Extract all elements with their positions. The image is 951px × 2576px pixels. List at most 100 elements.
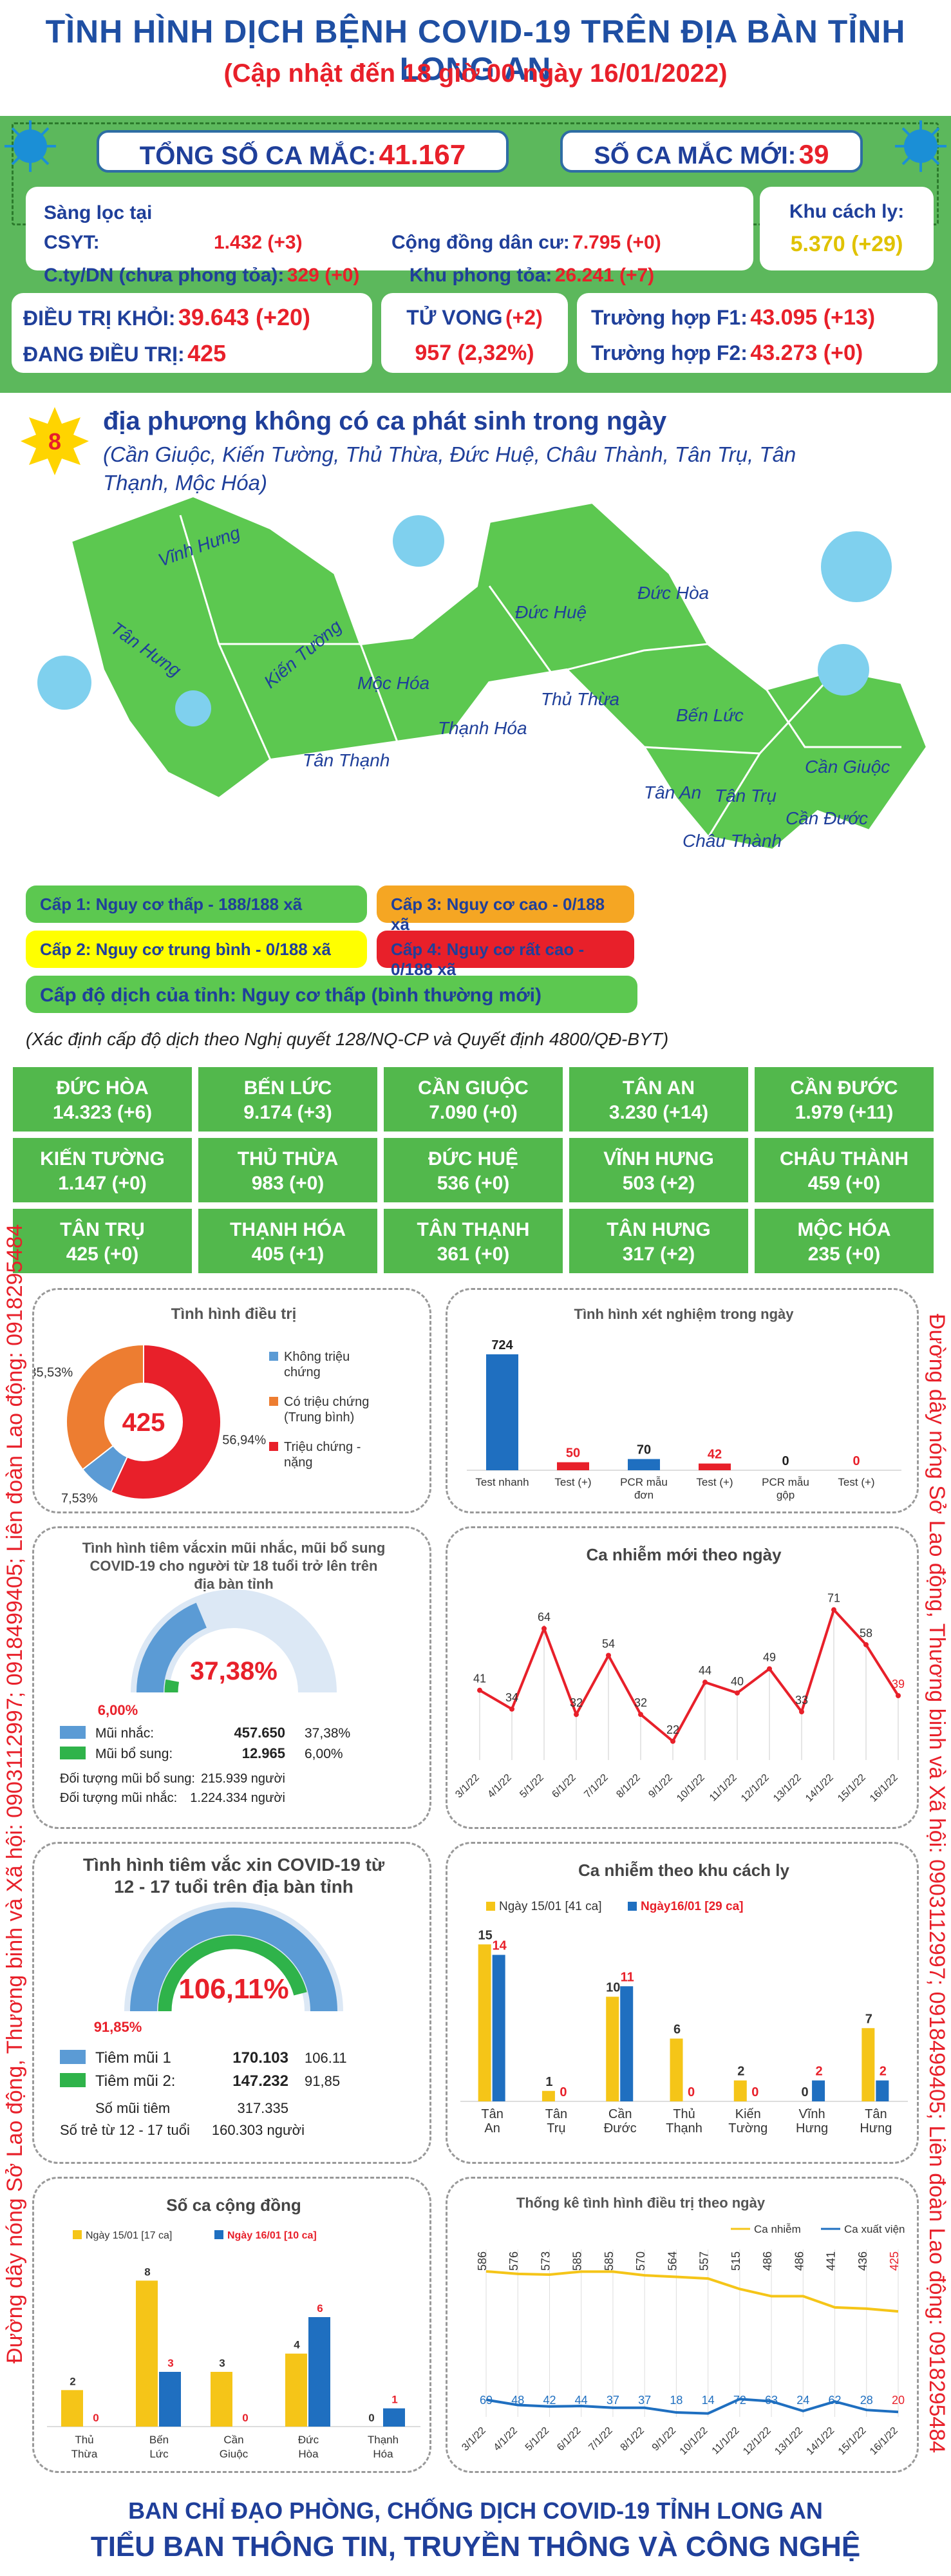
data-label: 22 xyxy=(666,1723,679,1736)
data-label: 0 xyxy=(242,2412,248,2424)
lockdown-value: 26.241 (+7) xyxy=(554,265,655,286)
legend-label: Ca xuất viện xyxy=(844,2223,905,2235)
source-box: Sàng lọc tại CSYT: 1.432 (+3) Cộng đồng dâ… xyxy=(26,187,753,286)
district-value: 14.323 (+6) xyxy=(52,1102,153,1123)
pie-slice xyxy=(66,1343,144,1471)
district-cell: CẦN GIUỘC 7.090 (+0) xyxy=(382,1066,564,1133)
tick-label: An xyxy=(484,2121,500,2136)
district-value: 1.147 (+0) xyxy=(58,1173,147,1194)
district-value: 361 (+0) xyxy=(437,1244,510,1265)
total-box: TỔNG SỐ CA MẮC: 41.167 xyxy=(97,130,509,173)
district-cell: THỦ THỪA 983 (+0) xyxy=(197,1137,379,1204)
data-label: 0 xyxy=(368,2412,374,2424)
data-label: 8 xyxy=(144,2266,150,2278)
bar xyxy=(383,2408,405,2427)
f1-value: 43.095 (+13) xyxy=(750,305,876,330)
data-label: 69 xyxy=(480,2394,493,2407)
footer-line1: BAN CHỈ ĐẠO PHÒNG, CHỐNG DỊCH COVID-19 T… xyxy=(128,2497,823,2524)
legend-label: Ngày 16/01 [10 ca] xyxy=(227,2230,317,2241)
lockdown-label: Khu phong tỏa: xyxy=(409,265,552,286)
district-value: 405 (+1) xyxy=(251,1244,325,1265)
bar xyxy=(876,2080,889,2101)
legend-label: Triệu chứng - xyxy=(284,1440,361,1454)
chart-title: Số ca cộng đồng xyxy=(166,2195,301,2215)
tick-label: Test (+) xyxy=(696,1476,733,1488)
data-label: 41 xyxy=(473,1672,486,1685)
tick-label: Thạnh xyxy=(666,2121,702,2136)
district-value: 3.230 (+14) xyxy=(608,1102,709,1123)
extra-value: 160.303 người xyxy=(212,2122,305,2138)
district-name: ĐỨC HÒA xyxy=(56,1077,149,1099)
footer: BAN CHỈ ĐẠO PHÒNG, CHỐNG DỊCH COVID-19 T… xyxy=(0,2486,951,2576)
data-label: 564 xyxy=(666,2251,679,2271)
recovered-value: 39.643 (+20) xyxy=(178,304,311,330)
data-label: 0 xyxy=(802,2085,809,2099)
district-grid: ĐỨC HÒA 14.323 (+6) BẾN LỨC 9.174 (+3) CẦN G… xyxy=(12,1066,939,1278)
row-pct: 91,85 xyxy=(305,2073,340,2089)
district-name: CẦN GIUỘC xyxy=(418,1077,529,1099)
community-value: 7.795 (+0) xyxy=(572,232,661,253)
district-cell: VĨNH HƯNG 503 (+2) xyxy=(568,1137,749,1204)
tick-label: Tân xyxy=(865,2107,887,2121)
row-value: 12.965 xyxy=(242,1745,285,1761)
data-label: 34 xyxy=(505,1691,518,1704)
tick-label: Tường xyxy=(728,2121,767,2136)
bar xyxy=(61,2390,83,2427)
data-label: 425 xyxy=(888,2251,901,2271)
chart-title: Ca nhiễm theo khu cách ly xyxy=(578,1861,790,1880)
district-cell: TÂN THẠNH 361 (+0) xyxy=(382,1208,564,1274)
data-label: 71 xyxy=(827,1592,840,1605)
data-label: 37 xyxy=(638,2394,651,2407)
map-label: Thủ Thừa xyxy=(541,689,619,709)
tick-label: PCR mẫu xyxy=(620,1476,668,1488)
tick-label: 14/1/22 xyxy=(805,2425,837,2458)
data-point xyxy=(606,1653,611,1658)
death-box: TỬ VONG (+2) 957 (2,32%) xyxy=(381,293,568,373)
data-label: 2 xyxy=(880,2065,887,2079)
legend-label: Ngày16/01 [29 ca] xyxy=(641,1900,744,1913)
extra-label: Số trẻ từ 12 - 17 tuổi xyxy=(60,2122,190,2138)
legend-label: chứng xyxy=(284,1365,321,1379)
tick-label: 14/1/22 xyxy=(804,1772,836,1804)
district-name: THẠNH HÓA xyxy=(230,1219,346,1240)
district-name: CHÂU THÀNH xyxy=(780,1148,909,1170)
data-label: 515 xyxy=(730,2251,742,2271)
tick-label: 7/1/22 xyxy=(587,2425,615,2454)
gauge-arc xyxy=(164,1679,180,1693)
data-label: 0 xyxy=(560,2085,567,2099)
bar xyxy=(606,1996,619,2101)
district-cell: ĐỨC HÒA 14.323 (+6) xyxy=(12,1066,193,1133)
data-point xyxy=(638,1712,643,1718)
series-line xyxy=(478,1607,899,1743)
daily-chart: Ca nhiễm mới theo ngày 3/1/22 4/1/22 5/1/22… xyxy=(453,1545,905,1804)
virus-icon xyxy=(5,120,56,172)
data-label: 6 xyxy=(317,2302,323,2315)
virus-icon xyxy=(818,644,869,696)
data-label: 49 xyxy=(763,1651,776,1663)
page-title: TÌNH HÌNH DỊCH BỆNH COVID-19 TRÊN ĐỊA BÀ… xyxy=(45,14,906,87)
data-label: 32 xyxy=(634,1696,647,1709)
map-label: Cần Đước xyxy=(786,808,868,828)
data-label: 3 xyxy=(219,2357,225,2369)
tick-label: Trụ xyxy=(547,2121,565,2136)
new-box: SỐ CA MẮC MỚI: 39 xyxy=(560,130,863,173)
chart-title: Thống kê tình hình điều trị theo ngày xyxy=(516,2195,766,2211)
data-label: 18 xyxy=(670,2394,683,2407)
tick-label: 3/1/22 xyxy=(460,2425,488,2454)
data-label: 11 xyxy=(621,1970,634,1984)
panel-teen-vax: Tình hình tiêm vắc xin COVID-19 từ 12 - 1… xyxy=(32,1842,431,2164)
tick-label: Vĩnh xyxy=(798,2107,825,2121)
tick-label: 9/1/22 xyxy=(650,2425,679,2454)
data-label: 20 xyxy=(892,2394,905,2407)
tick-label: Tân xyxy=(481,2107,503,2121)
total-label: TỔNG SỐ CA MẮC: xyxy=(139,142,377,170)
tick-label: PCR mẫu xyxy=(762,1476,809,1488)
data-label: 585 xyxy=(603,2251,616,2271)
district-value: 503 (+2) xyxy=(622,1173,695,1194)
data-point xyxy=(541,1625,547,1631)
tick-label: Thừa xyxy=(71,2448,98,2460)
community-chart: Số ca cộng đồng20ThủThừa83BếnLức30CầnGiu… xyxy=(47,2195,420,2460)
panel-quarantine: Ca nhiễm theo khu cách ly 15 14 Tân An 1 0 Tân T… xyxy=(446,1842,919,2164)
data-label: 72 xyxy=(733,2394,746,2407)
